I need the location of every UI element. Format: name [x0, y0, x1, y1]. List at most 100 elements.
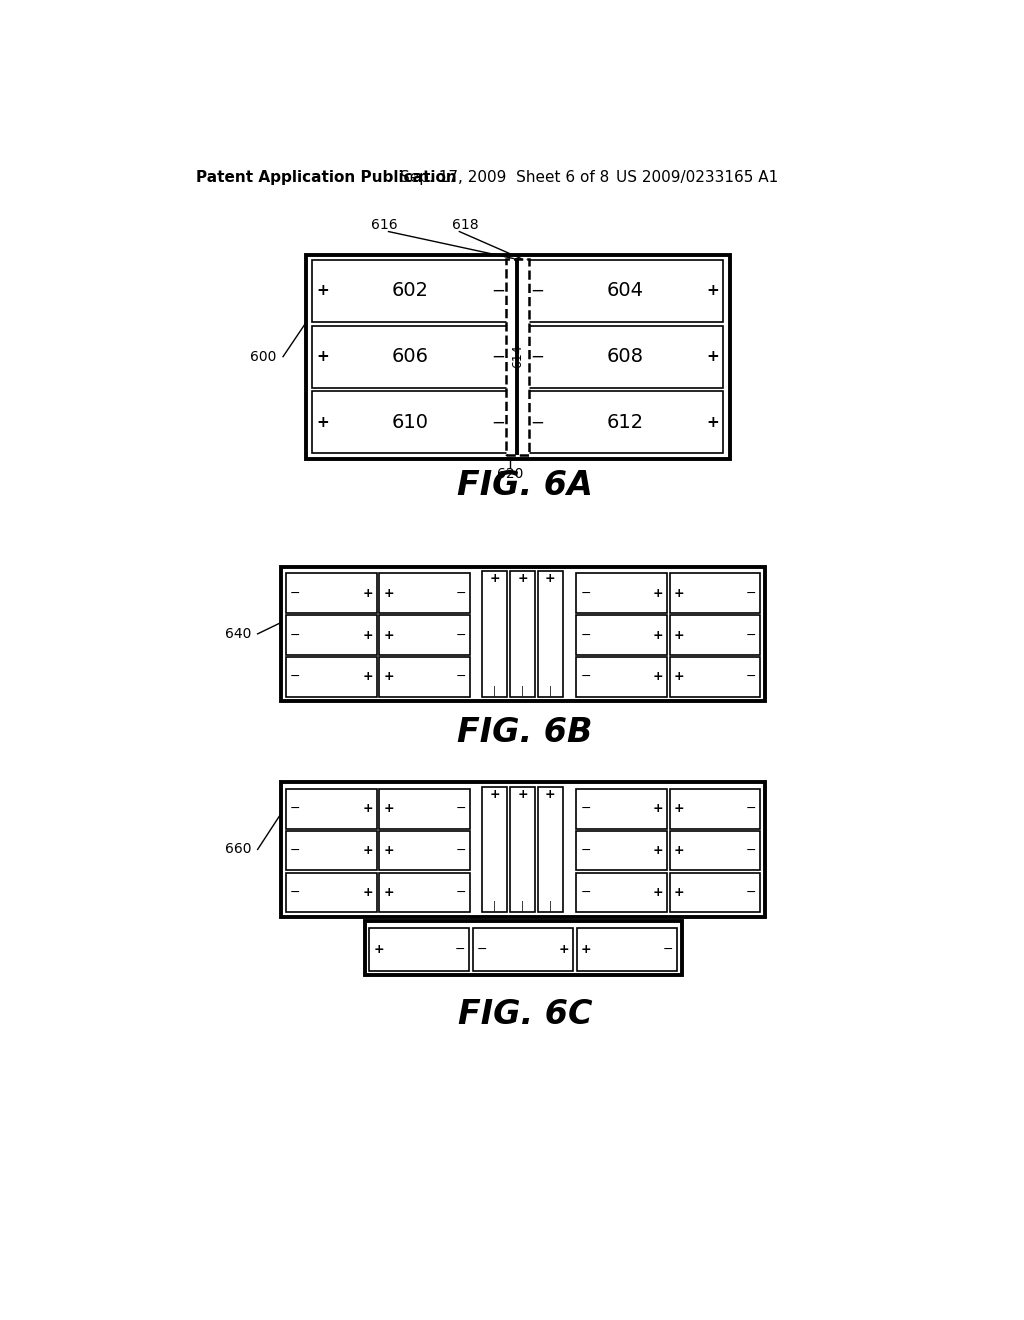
- Bar: [482, 572, 507, 697]
- Bar: [670, 657, 761, 697]
- Text: −: −: [456, 886, 466, 899]
- Text: 600: 600: [251, 350, 276, 364]
- Bar: [577, 573, 668, 612]
- Text: +: +: [652, 671, 664, 684]
- Text: −: −: [490, 347, 505, 366]
- Text: −: −: [290, 628, 301, 642]
- Text: −: −: [530, 347, 544, 366]
- Text: +: +: [545, 788, 556, 801]
- Text: −: −: [581, 886, 591, 899]
- Bar: [370, 928, 469, 970]
- Bar: [527, 326, 724, 388]
- Bar: [286, 615, 377, 655]
- Bar: [527, 260, 724, 322]
- Text: +: +: [362, 886, 373, 899]
- Text: −: −: [745, 886, 757, 899]
- Text: |: |: [549, 900, 552, 911]
- Text: −: −: [490, 282, 505, 300]
- Bar: [577, 615, 668, 655]
- Text: 660: 660: [225, 842, 252, 857]
- Bar: [379, 830, 470, 870]
- Text: +: +: [489, 573, 500, 585]
- Bar: [527, 392, 724, 453]
- Bar: [577, 830, 668, 870]
- Text: +: +: [545, 573, 556, 585]
- Text: +: +: [517, 573, 527, 585]
- Text: +: +: [383, 843, 394, 857]
- Text: −: −: [290, 886, 301, 899]
- Text: +: +: [674, 586, 684, 599]
- Text: 640: 640: [225, 627, 252, 642]
- Text: +: +: [383, 628, 394, 642]
- Bar: [379, 615, 470, 655]
- Bar: [282, 566, 765, 701]
- Bar: [282, 781, 765, 917]
- Text: +: +: [652, 628, 664, 642]
- Bar: [379, 657, 470, 697]
- Text: 614: 614: [511, 345, 524, 368]
- Text: US 2009/0233165 A1: US 2009/0233165 A1: [615, 170, 778, 185]
- Text: +: +: [707, 284, 719, 298]
- Text: FIG. 6B: FIG. 6B: [457, 715, 593, 748]
- Text: −: −: [290, 671, 301, 684]
- Text: +: +: [316, 350, 329, 364]
- Bar: [379, 789, 470, 829]
- Text: +: +: [707, 350, 719, 364]
- Text: −: −: [663, 942, 673, 956]
- Text: −: −: [456, 803, 466, 816]
- Text: +: +: [362, 671, 373, 684]
- Text: 620: 620: [497, 467, 523, 480]
- Text: Patent Application Publication: Patent Application Publication: [196, 170, 457, 185]
- Text: −: −: [745, 843, 757, 857]
- Bar: [306, 255, 730, 459]
- Bar: [578, 928, 677, 970]
- Text: −: −: [581, 671, 591, 684]
- Bar: [670, 573, 761, 612]
- Text: |: |: [494, 685, 497, 696]
- Text: −: −: [745, 671, 757, 684]
- Text: +: +: [383, 671, 394, 684]
- Text: +: +: [652, 586, 664, 599]
- Bar: [670, 615, 761, 655]
- Bar: [286, 657, 377, 697]
- Text: −: −: [456, 628, 466, 642]
- Text: +: +: [383, 586, 394, 599]
- Text: FIG. 6A: FIG. 6A: [457, 469, 593, 502]
- Text: −: −: [290, 586, 301, 599]
- Text: +: +: [316, 414, 329, 430]
- Bar: [286, 573, 377, 612]
- Text: 606: 606: [391, 347, 428, 366]
- Bar: [670, 830, 761, 870]
- Text: +: +: [362, 843, 373, 857]
- Text: +: +: [707, 414, 719, 430]
- Text: +: +: [652, 803, 664, 816]
- Text: −: −: [745, 586, 757, 599]
- Text: +: +: [362, 628, 373, 642]
- Text: +: +: [674, 671, 684, 684]
- Bar: [379, 573, 470, 612]
- Bar: [577, 657, 668, 697]
- Text: −: −: [456, 843, 466, 857]
- Text: −: −: [290, 843, 301, 857]
- Text: −: −: [477, 942, 487, 956]
- Text: 610: 610: [391, 413, 428, 432]
- Text: 608: 608: [607, 347, 644, 366]
- Text: −: −: [745, 628, 757, 642]
- Bar: [538, 787, 562, 912]
- Text: +: +: [674, 803, 684, 816]
- Text: 618: 618: [453, 218, 479, 232]
- Text: +: +: [316, 284, 329, 298]
- Bar: [577, 789, 668, 829]
- Text: +: +: [383, 886, 394, 899]
- Text: +: +: [362, 803, 373, 816]
- Text: −: −: [455, 942, 465, 956]
- Bar: [510, 572, 535, 697]
- Text: −: −: [290, 803, 301, 816]
- Text: +: +: [373, 942, 384, 956]
- Bar: [286, 873, 377, 912]
- Bar: [577, 873, 668, 912]
- Text: +: +: [674, 843, 684, 857]
- Bar: [286, 789, 377, 829]
- Text: |: |: [549, 685, 552, 696]
- Text: 616: 616: [372, 218, 398, 232]
